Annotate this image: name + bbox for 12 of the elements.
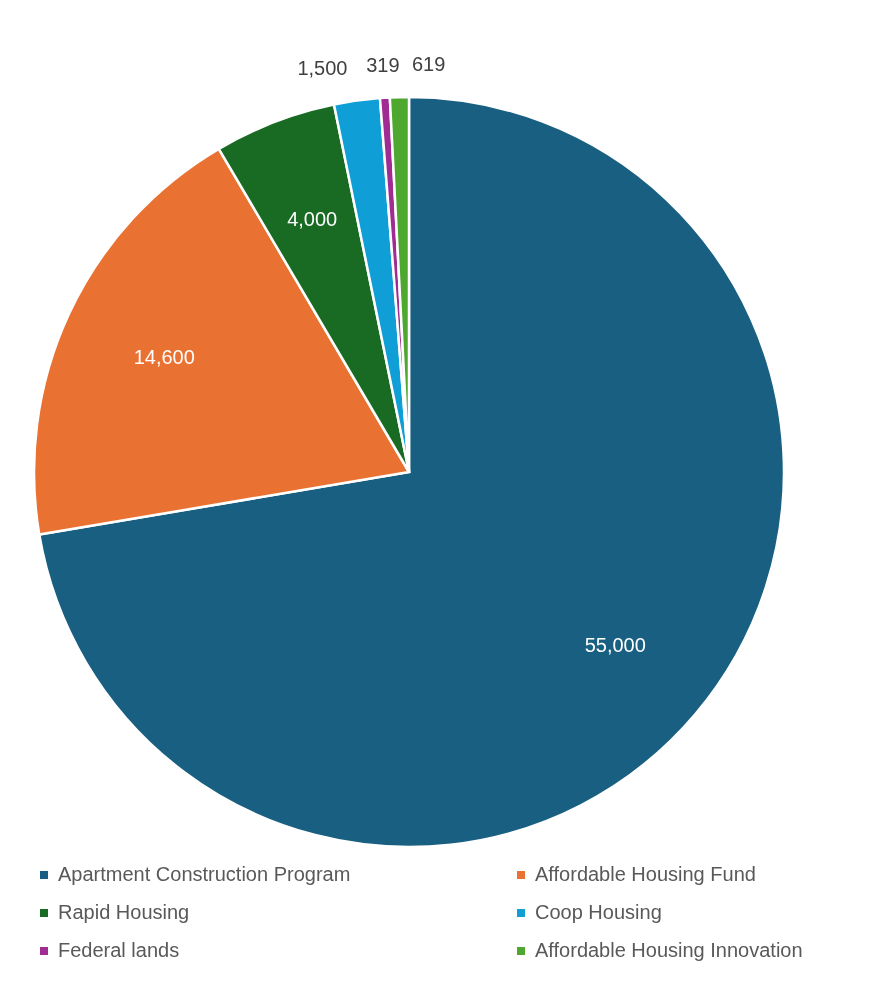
legend-label: Apartment Construction Program [58,863,351,885]
legend-label: Coop Housing [535,901,662,923]
legend-label: Affordable Housing Fund [535,863,756,885]
legend-label: Affordable Housing Innovation [535,939,803,961]
data-label: 14,600 [133,346,195,369]
data-label: 55,000 [584,634,646,657]
legend-label: Rapid Housing [58,901,190,923]
data-label: 319 [366,53,400,76]
data-label: 1,500 [297,56,348,79]
data-label: 619 [411,53,446,76]
data-label: 4,000 [287,207,338,230]
legend-label: Federal lands [58,939,180,961]
